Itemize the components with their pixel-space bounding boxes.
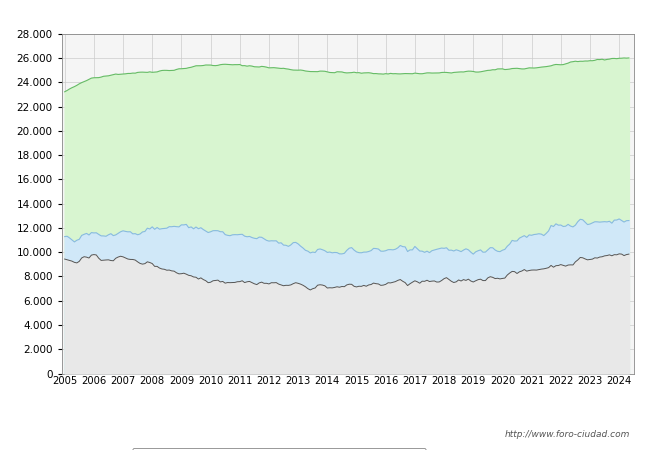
Text: http://www.foro-ciudad.com: http://www.foro-ciudad.com <box>505 430 630 439</box>
Text: Ripollet - Evolucion de la poblacion en edad de Trabajar Mayo de 2024: Ripollet - Evolucion de la poblacion en … <box>90 13 560 26</box>
Legend: Ocupados, Parados, Hab. entre 16-64: Ocupados, Parados, Hab. entre 16-64 <box>132 448 426 450</box>
